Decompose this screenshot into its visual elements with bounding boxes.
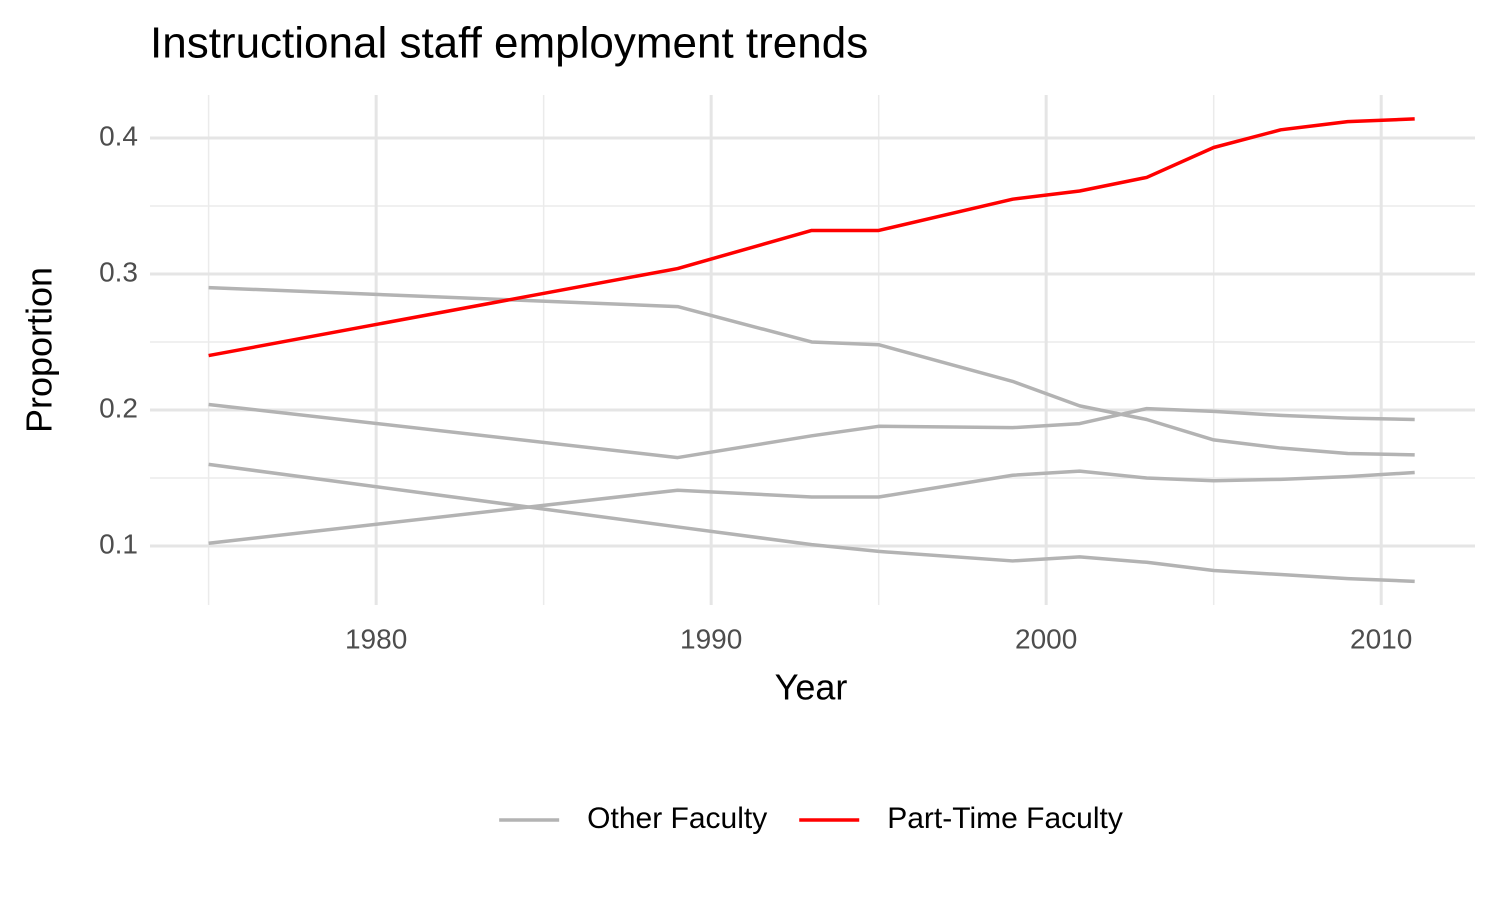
y-tick-label: 0.4 (99, 120, 138, 151)
x-tick-label: 2000 (1015, 623, 1077, 654)
legend: Other Faculty Part-Time Faculty (499, 802, 1123, 835)
x-tick-label: 2010 (1350, 623, 1412, 654)
legend-label: Part-Time Faculty (887, 802, 1123, 835)
series-line (208, 117, 1415, 358)
y-tick-label: 0.3 (99, 256, 138, 287)
y-tick-label: 0.2 (99, 392, 138, 423)
x-tick-label: 1990 (680, 623, 742, 654)
series-line (208, 462, 1415, 584)
y-tick-label: 0.1 (99, 528, 138, 559)
series-line (208, 402, 1415, 460)
chart-title: Instructional staff employment trends (150, 19, 868, 68)
y-axis-title: Proportion (19, 267, 60, 433)
x-tick-label: 1980 (345, 623, 407, 654)
series-line (208, 469, 1415, 545)
x-axis-title: Year (775, 667, 848, 708)
legend-label: Other Faculty (587, 802, 767, 835)
series-line (208, 285, 1415, 457)
